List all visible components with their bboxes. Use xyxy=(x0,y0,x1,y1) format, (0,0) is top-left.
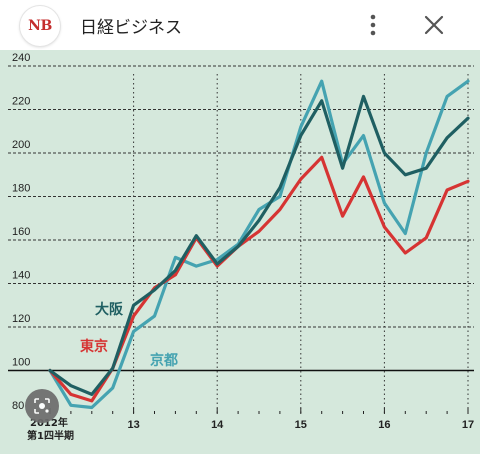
y-tick-label: 220 xyxy=(12,96,30,108)
series-label-osaka: 大阪 xyxy=(95,301,124,318)
y-tick-label: 120 xyxy=(12,313,30,325)
x-tick-label: 15 xyxy=(295,419,307,431)
series-label-kyoto: 京都 xyxy=(150,352,178,369)
series-line-kyoto xyxy=(48,79,470,410)
logo-text: NB xyxy=(28,18,52,34)
x-tick-label: 第1四半期 xyxy=(27,429,74,442)
series-line-osaka xyxy=(48,94,470,396)
chart-container: 80 100 120 140 160 180 200 220 240 2012年 第1四半期 13 14… xyxy=(0,50,480,454)
close-icon xyxy=(424,15,444,35)
y-tick-label: 240 xyxy=(12,52,30,64)
site-logo[interactable]: NB xyxy=(20,6,60,46)
y-tick-label: 140 xyxy=(12,270,30,282)
lens-icon xyxy=(34,398,50,414)
more-vert-icon xyxy=(370,14,376,36)
series-label-tokyo: 東京 xyxy=(80,338,108,355)
y-tick-label: 180 xyxy=(12,183,30,195)
chart-background xyxy=(0,50,480,454)
y-tick-label: 80 xyxy=(12,400,24,412)
x-tick-label: 16 xyxy=(378,419,390,431)
close-button[interactable] xyxy=(420,11,448,39)
site-title: 日経ビジネス xyxy=(80,18,182,38)
app-header: NB 日経ビジネス xyxy=(0,0,480,50)
y-tick-label: 200 xyxy=(12,139,30,151)
y-tick-label: 100 xyxy=(12,357,30,369)
x-tick-label: 14 xyxy=(211,419,224,431)
y-tick-label: 160 xyxy=(12,226,30,238)
x-tick-label: 17 xyxy=(462,419,474,431)
visual-search-button[interactable] xyxy=(25,389,59,423)
more-options-button[interactable] xyxy=(362,10,384,40)
x-tick-label: 13 xyxy=(127,419,139,431)
